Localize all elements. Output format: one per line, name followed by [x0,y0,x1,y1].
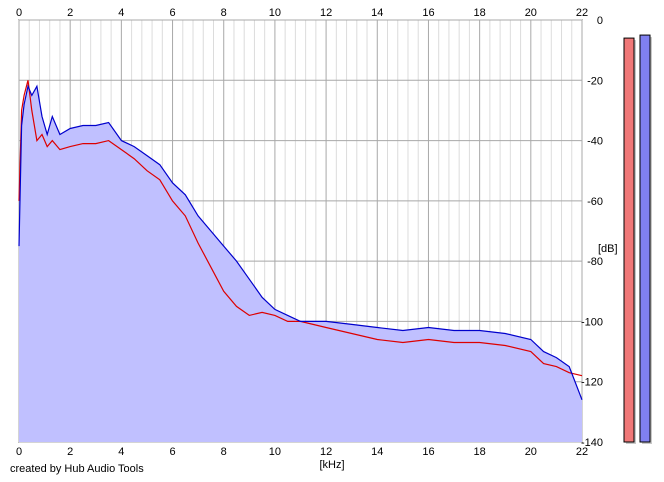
x-tick-label-top: 18 [474,7,486,19]
y-tick-label: -140 [581,437,603,449]
y-tick-label: -80 [587,256,603,268]
y-tick-label: 0 [597,15,603,27]
x-tick-label-bottom: 6 [169,446,175,458]
level-meter-bar [639,34,651,443]
y-axis-label: [dB] [598,243,618,255]
x-tick-label-bottom: 0 [16,446,22,458]
x-tick-label-bottom: 10 [269,446,281,458]
x-tick-label-bottom: 2 [67,446,73,458]
x-tick-label-top: 20 [525,7,537,19]
x-tick-label-bottom: 14 [371,446,383,458]
x-tick-label-bottom: 18 [474,446,486,458]
y-tick-label: -40 [587,136,603,148]
x-tick-label-bottom: 22 [576,446,588,458]
x-tick-label-bottom: 8 [221,446,227,458]
x-tick-label-top: 8 [221,7,227,19]
y-tick-label: -120 [581,377,603,389]
series-line [18,80,583,377]
y-tick-label: -100 [581,316,603,328]
x-tick-label-top: 4 [118,7,124,19]
x-tick-label-bottom: 16 [422,446,434,458]
level-meter-bar [623,37,635,443]
x-tick-label-top: 10 [269,7,281,19]
x-tick-label-bottom: 20 [525,446,537,458]
series-layer [18,80,583,443]
tick-labels: 002244668810101212141416161818202022220-… [16,7,603,458]
x-tick-label-top: 14 [371,7,383,19]
x-tick-label-bottom: 12 [320,446,332,458]
y-tick-label: -20 [587,75,603,87]
x-tick-label-top: 12 [320,7,332,19]
y-tick-label: -60 [587,196,603,208]
spectrum-area-fill [19,86,582,443]
x-tick-label-top: 0 [16,7,22,19]
x-tick-label-top: 16 [422,7,434,19]
x-tick-label-top: 2 [67,7,73,19]
series-line [18,84,583,401]
x-tick-label-top: 22 [576,7,588,19]
credit-text: created by Hub Audio Tools [10,463,144,475]
x-axis-label: [kHz] [319,459,344,471]
level-meters [623,34,652,444]
x-tick-label-bottom: 4 [118,446,124,458]
x-tick-label-top: 6 [169,7,175,19]
